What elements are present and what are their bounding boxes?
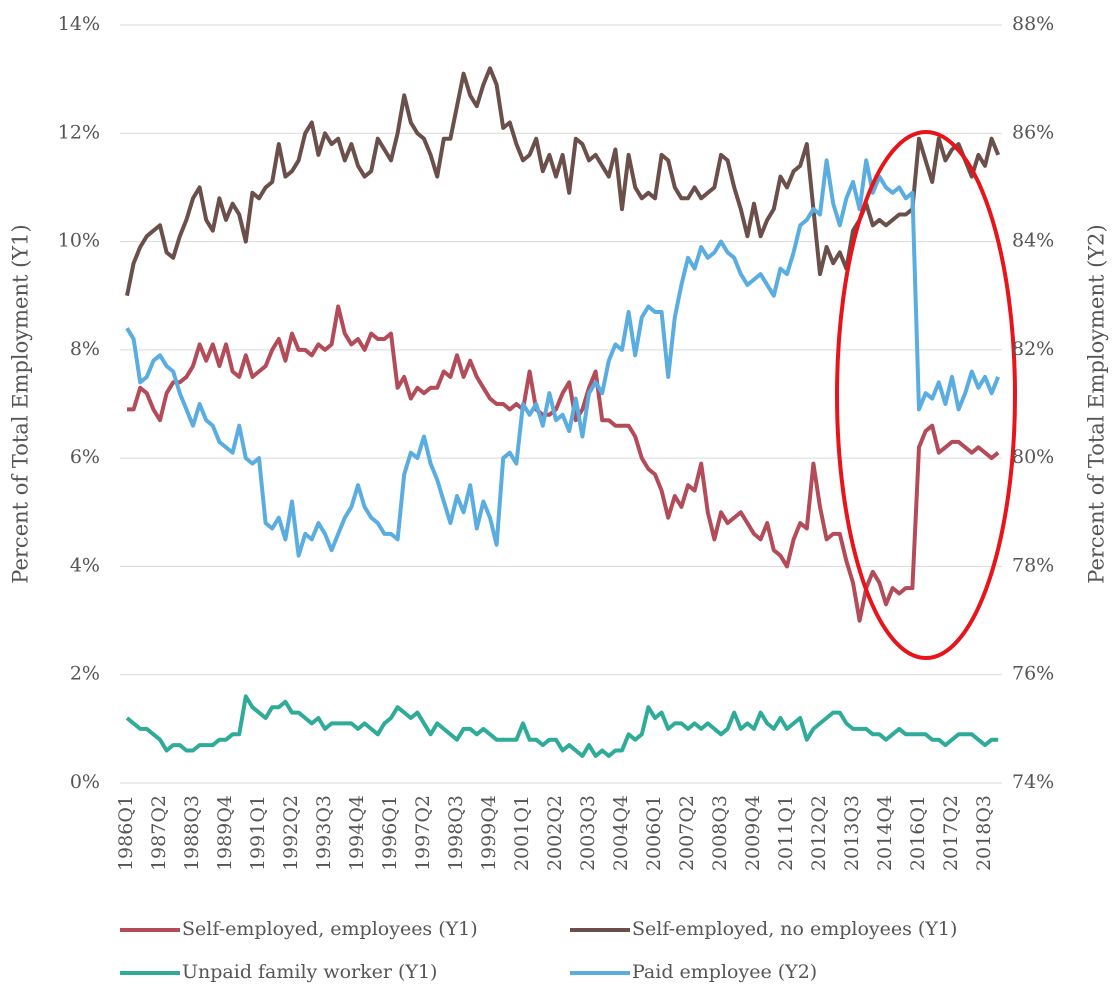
x-tick-label: 1992Q2	[280, 795, 302, 871]
legend: Self-employed, employees (Y1) Self-employ…	[120, 918, 957, 983]
x-tick-label: 2018Q3	[973, 795, 995, 871]
x-tick-label: 2017Q2	[940, 795, 962, 871]
x-tick-label: 2007Q2	[676, 795, 698, 871]
series-line	[125, 694, 999, 758]
plot-lines	[125, 66, 1001, 758]
x-tick-label: 2016Q1	[907, 795, 929, 871]
y2-tick-label: 82%	[1012, 338, 1054, 360]
y2-axis-title: Percent of Total Employment (Y2)	[1085, 224, 1109, 583]
series-line	[125, 158, 1001, 558]
x-tick-label: 2008Q3	[709, 795, 731, 871]
grid	[120, 24, 1000, 784]
y-axis-title: Percent of Total Employment (Y1)	[9, 224, 33, 583]
x-tick-label: 2003Q3	[577, 795, 599, 871]
x-tick-label: 1986Q1	[115, 795, 137, 871]
y2-tick-label: 88%	[1012, 13, 1054, 35]
x-tick-label: 1991Q1	[247, 795, 269, 871]
x-tick-label: 1987Q2	[148, 795, 170, 871]
y2-tick-label: 86%	[1012, 121, 1054, 143]
y2-tick-label: 76%	[1012, 663, 1054, 685]
x-tick-label: 2009Q4	[742, 795, 764, 871]
x-tick-label: 1989Q4	[214, 795, 236, 871]
x-tick-label: 2006Q1	[643, 795, 665, 871]
y-tick-label: 10%	[58, 230, 100, 252]
legend-label: Unpaid family worker (Y1)	[182, 961, 437, 983]
highlight-ellipse	[835, 130, 1017, 660]
x-tick-label: 2002Q2	[544, 795, 566, 871]
y-tick-label: 2%	[70, 663, 100, 685]
x-tick-label: 2013Q3	[841, 795, 863, 871]
y2-tick-label: 74%	[1012, 771, 1054, 793]
y-tick-label: 4%	[70, 554, 100, 576]
x-tick-label: 1998Q3	[445, 795, 467, 871]
y2-tick-label: 80%	[1012, 446, 1054, 468]
y-tick-label: 0%	[70, 771, 100, 793]
y-tick-label: 8%	[70, 338, 100, 360]
series-line	[127, 304, 1000, 623]
x-tick-label: 2011Q1	[775, 795, 797, 871]
x-tick-label: 2004Q4	[610, 795, 632, 871]
y-tick-label: 12%	[58, 121, 100, 143]
y2-tick-label: 78%	[1012, 554, 1054, 576]
series-line	[125, 66, 1001, 297]
x-tick-label: 1988Q3	[181, 795, 203, 871]
x-tick-label: 1996Q1	[379, 795, 401, 871]
x-tick-label: 2001Q1	[511, 795, 533, 871]
y-tick-label: 6%	[70, 446, 100, 468]
x-tick-label: 1999Q4	[478, 795, 500, 871]
x-tick-label: 2012Q2	[808, 795, 830, 871]
y-tick-label: 14%	[58, 13, 100, 35]
y2-tick-label: 84%	[1012, 230, 1054, 252]
legend-label: Paid employee (Y2)	[632, 961, 817, 983]
x-tick-label: 1994Q4	[346, 795, 368, 871]
x-tick-label: 1993Q3	[313, 795, 335, 871]
legend-label: Self-employed, no employees (Y1)	[632, 918, 957, 940]
x-tick-label: 1997Q2	[412, 795, 434, 871]
legend-label: Self-employed, employees (Y1)	[182, 918, 478, 940]
x-tick-label: 2014Q4	[874, 795, 896, 871]
